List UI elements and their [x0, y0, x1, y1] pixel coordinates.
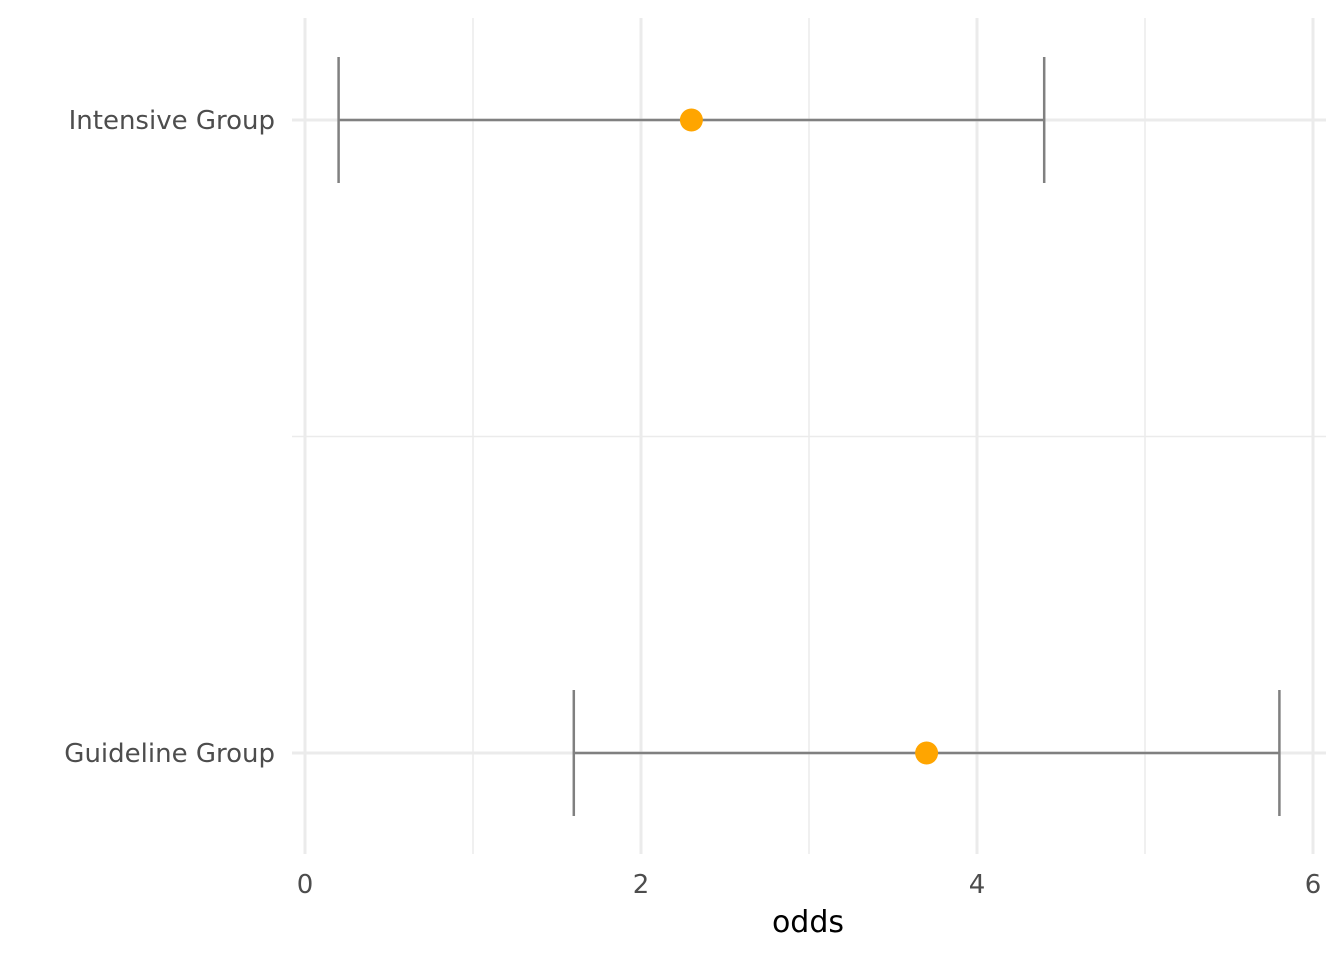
x-tick-label: 4	[969, 870, 986, 900]
point-estimate	[679, 108, 703, 132]
y-tick-label: Guideline Group	[64, 739, 275, 769]
x-tick-labels: 0 2 4 6	[297, 870, 1322, 900]
point-estimates	[679, 108, 939, 765]
y-tick-label: Intensive Group	[69, 106, 275, 136]
point-estimate	[915, 741, 939, 765]
x-tick-label: 6	[1305, 870, 1322, 900]
x-tick-label: 2	[633, 870, 650, 900]
x-tick-label: 0	[297, 870, 314, 900]
grid-lines	[292, 18, 1326, 854]
y-tick-labels: Intensive Group Guideline Group	[64, 106, 275, 769]
x-axis-title: odds	[772, 905, 844, 940]
